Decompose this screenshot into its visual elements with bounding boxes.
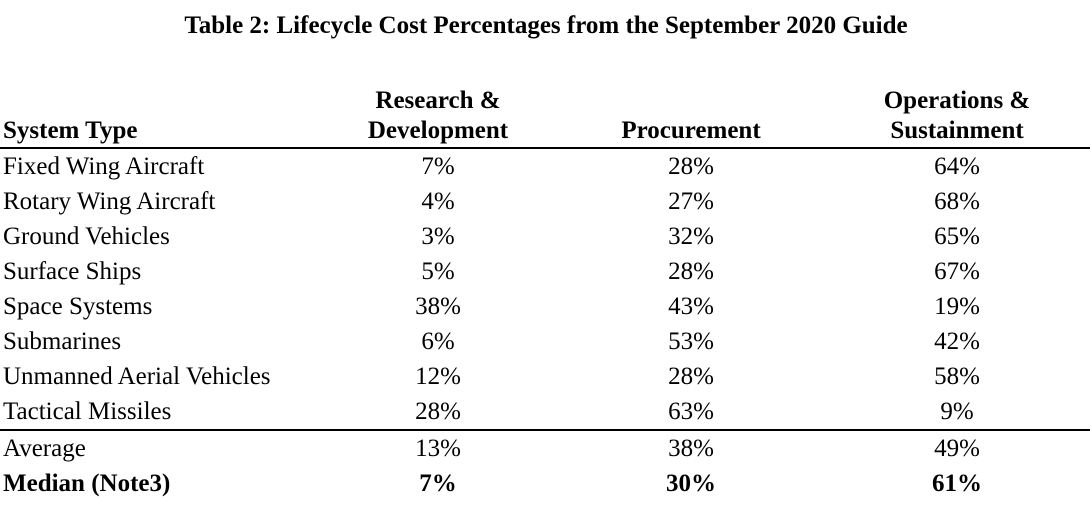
rd-cell: 28% <box>415 398 461 425</box>
header-procurement-label: Procurement <box>621 117 761 144</box>
procurement-cell: 63% <box>668 398 714 425</box>
os-cell: 67% <box>934 258 980 285</box>
system-type-cell: Unmanned Aerial Vehicles <box>3 363 271 390</box>
average-label: Average <box>0 429 318 466</box>
rd-cell: 3% <box>421 223 455 250</box>
header-procurement: Procurement <box>558 86 824 149</box>
system-type-cell: Fixed Wing Aircraft <box>3 153 205 180</box>
os-cell: 64% <box>934 153 980 180</box>
os-cell: 42% <box>934 328 980 355</box>
lifecycle-cost-table: System Type Research & Development Procu… <box>0 86 1090 501</box>
table-row: Space Systems 38% 43% 19% <box>0 289 1090 324</box>
system-type-cell: Space Systems <box>3 293 153 320</box>
procurement-cell: 28% <box>668 258 714 285</box>
rd-cell: 7% <box>421 153 455 180</box>
procurement-cell: 28% <box>668 363 714 390</box>
header-rd-line1: Research & <box>375 87 501 114</box>
median-os-cell: 61% <box>932 470 982 497</box>
average-procurement-cell: 38% <box>558 429 824 466</box>
rd-cell: 6% <box>421 328 455 355</box>
table-row: Fixed Wing Aircraft 7% 28% 64% <box>0 148 1090 184</box>
rd-cell: 38% <box>415 293 461 320</box>
median-procurement-cell: 30% <box>666 470 716 497</box>
rd-cell: 5% <box>421 258 455 285</box>
procurement-cell: 32% <box>668 223 714 250</box>
table-row: Unmanned Aerial Vehicles 12% 28% 58% <box>0 359 1090 394</box>
rd-cell: 4% <box>421 188 455 215</box>
table-row: Tactical Missiles 28% 63% 9% <box>0 394 1090 430</box>
header-os-line2: Sustainment <box>890 117 1024 144</box>
average-row: Average 13% 38% 49% <box>0 429 1090 466</box>
table-row: Rotary Wing Aircraft 4% 27% 68% <box>0 184 1090 219</box>
system-type-cell: Tactical Missiles <box>3 398 172 425</box>
os-cell: 58% <box>934 363 980 390</box>
system-type-cell: Submarines <box>3 328 122 355</box>
system-type-cell: Surface Ships <box>3 258 142 285</box>
os-cell: 68% <box>934 188 980 215</box>
table-row: Submarines 6% 53% 42% <box>0 324 1090 359</box>
procurement-cell: 43% <box>668 293 714 320</box>
procurement-cell: 28% <box>668 153 714 180</box>
table-row: Surface Ships 5% 28% 67% <box>0 254 1090 289</box>
table-row: Ground Vehicles 3% 32% 65% <box>0 219 1090 254</box>
median-rd-cell: 7% <box>419 470 457 497</box>
rd-cell: 12% <box>415 363 461 390</box>
procurement-cell: 27% <box>668 188 714 215</box>
table-title: Table 2: Lifecycle Cost Percentages from… <box>184 12 908 39</box>
os-cell: 9% <box>940 398 974 425</box>
median-row: Median (Note3) 7% 30% 61% <box>0 466 1090 501</box>
system-type-cell: Rotary Wing Aircraft <box>3 188 216 215</box>
median-label: Median (Note3) <box>3 470 171 497</box>
header-os-line1: Operations & <box>883 87 1031 114</box>
header-row: System Type Research & Development Procu… <box>0 86 1090 149</box>
header-rd-line2: Development <box>367 117 509 144</box>
os-cell: 19% <box>934 293 980 320</box>
average-os-cell: 49% <box>824 429 1090 466</box>
os-cell: 65% <box>934 223 980 250</box>
header-system-type-label: System Type <box>3 117 138 144</box>
system-type-cell: Ground Vehicles <box>3 223 170 250</box>
header-research-development: Research & Development <box>318 86 558 149</box>
average-rd-cell: 13% <box>318 429 558 466</box>
header-system-type: System Type <box>0 86 318 149</box>
procurement-cell: 53% <box>668 328 714 355</box>
header-operations-sustainment: Operations & Sustainment <box>824 86 1090 149</box>
